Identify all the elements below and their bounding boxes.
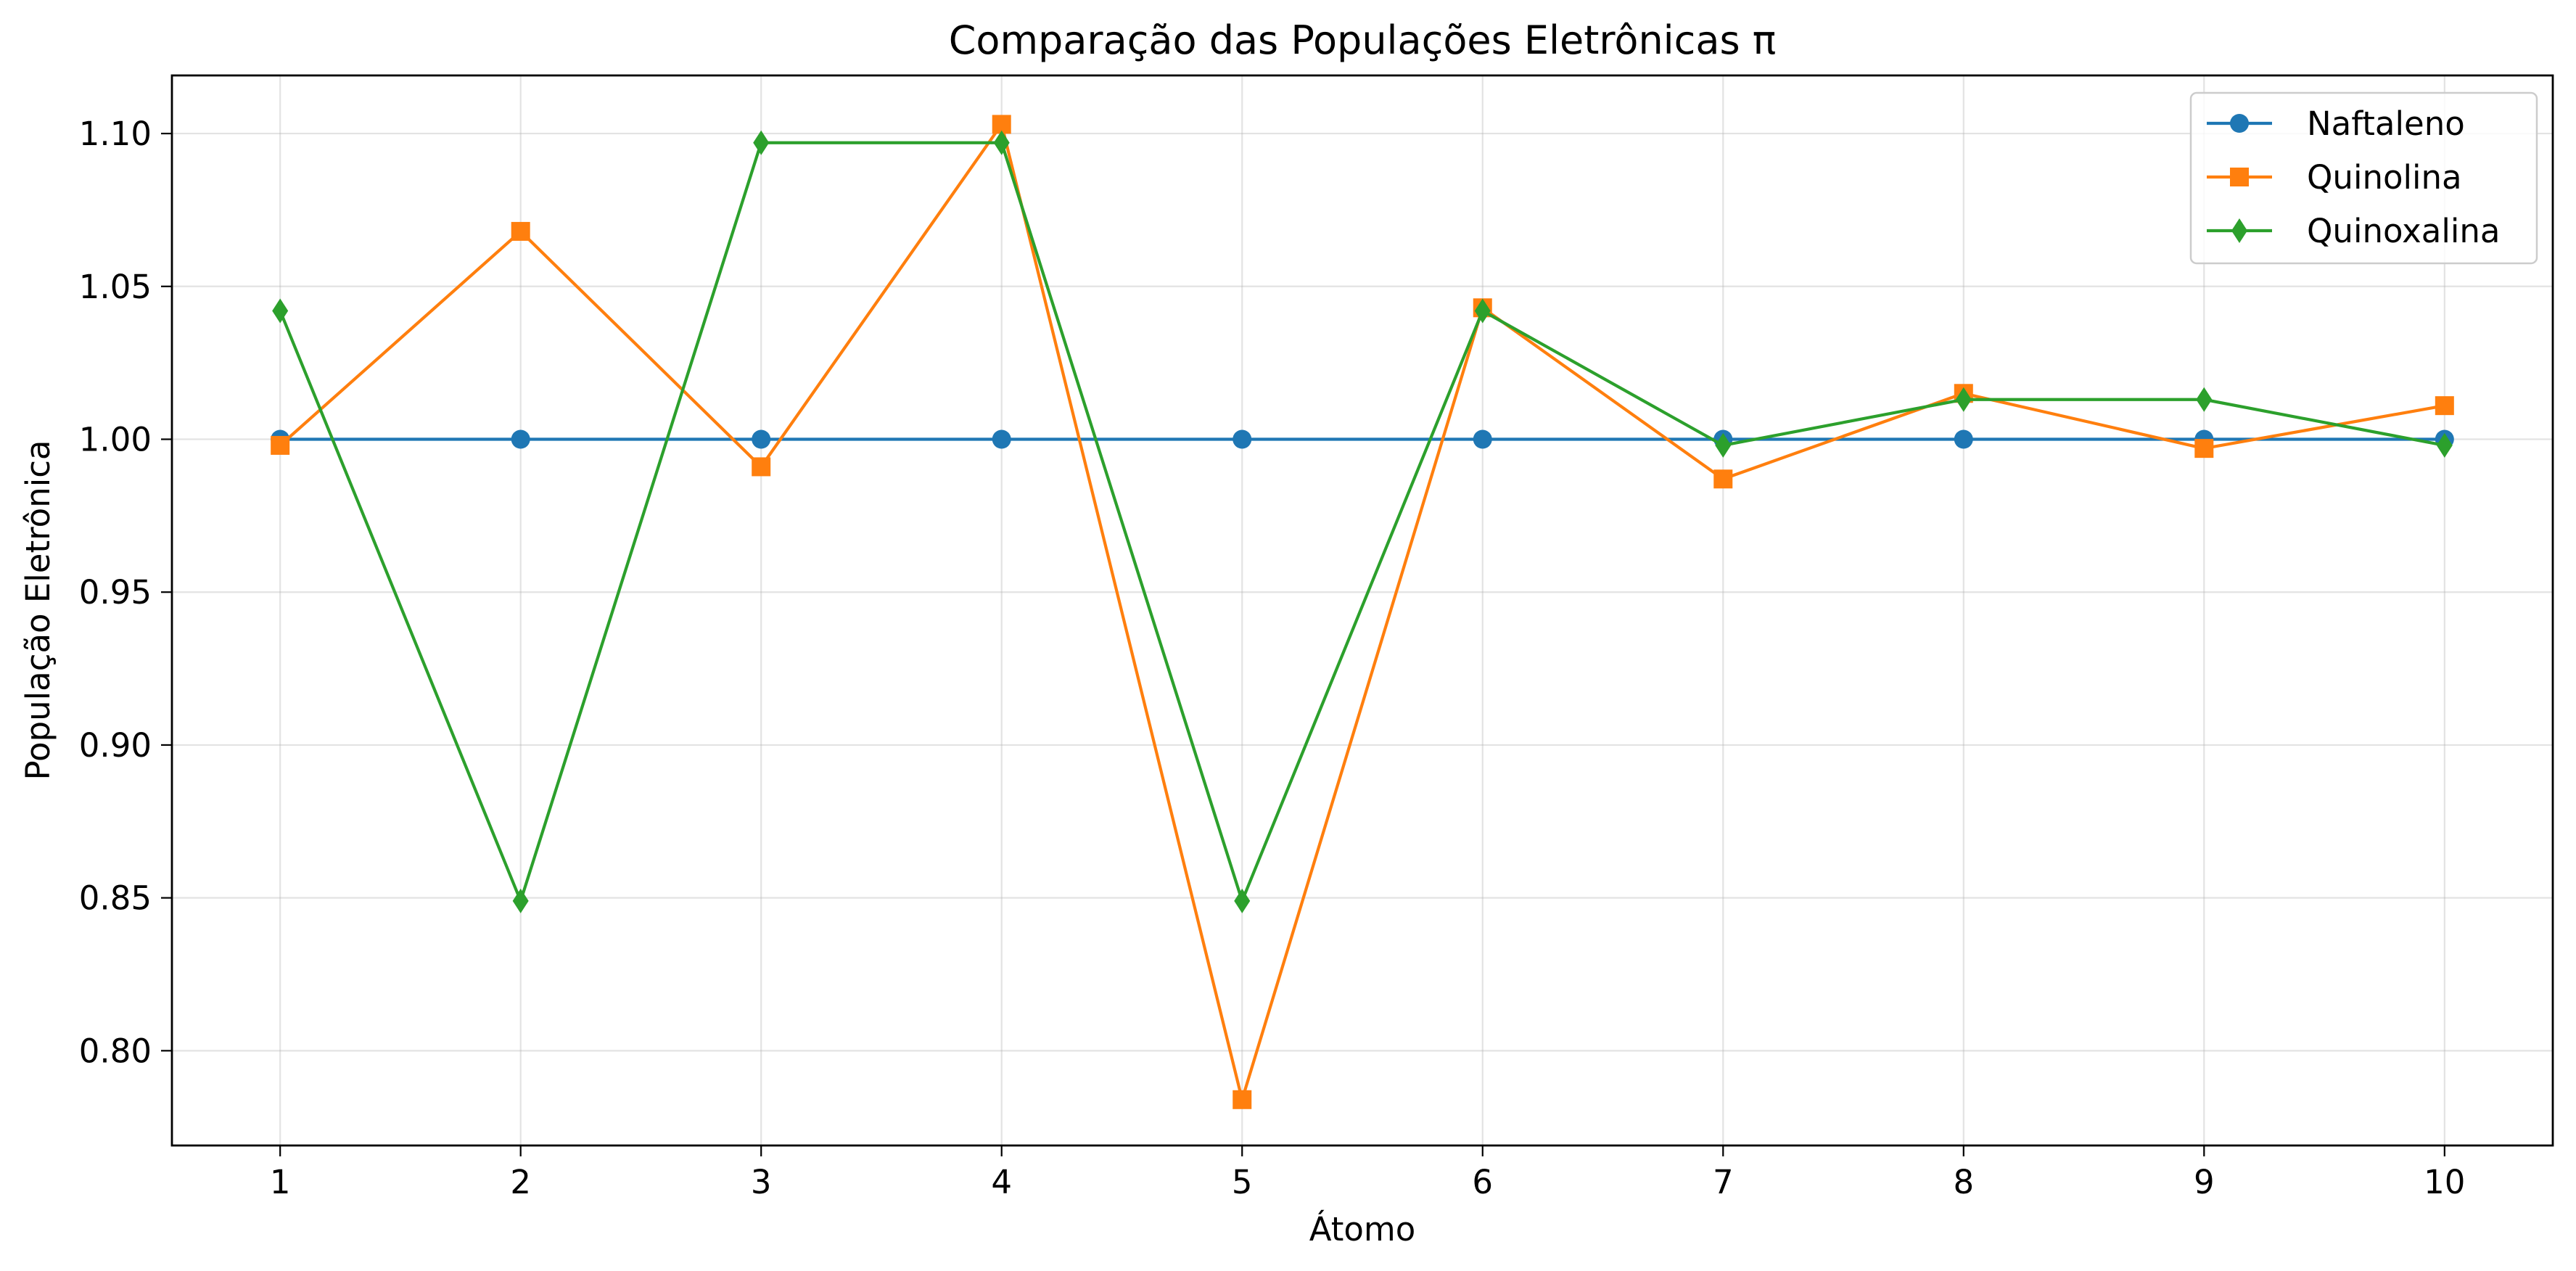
data-point-quinolina	[1233, 1090, 1252, 1109]
series-quinoxalina	[272, 130, 2453, 913]
data-point-quinoxalina	[1715, 432, 1732, 458]
data-point-quinoxalina	[993, 130, 1010, 155]
x-tick-label: 10	[2424, 1163, 2465, 1201]
data-point-quinolina	[271, 435, 290, 455]
plot-frame	[170, 74, 2554, 1147]
legend-marker	[2230, 114, 2249, 133]
x-tick-label: 7	[1713, 1163, 1734, 1201]
y-axis-label: População Eletrônica	[19, 440, 57, 780]
legend-entry-naftaleno: Naftaleno	[2207, 104, 2465, 143]
x-tick-label: 5	[1232, 1163, 1253, 1201]
y-tick-label: 1.05	[79, 268, 152, 306]
y-tick-label: 0.85	[79, 879, 152, 918]
data-point-quinoxalina	[753, 130, 770, 155]
x-tick-label: 1	[270, 1163, 291, 1201]
x-tick-label: 9	[2194, 1163, 2215, 1201]
legend-marker	[2230, 168, 2249, 186]
data-point-naftaleno	[992, 429, 1011, 449]
y-tick-label: 1.10	[79, 115, 152, 153]
y-tick-label: 0.95	[79, 573, 152, 612]
y-tick-label: 0.90	[79, 726, 152, 765]
legend-box	[2189, 91, 2538, 265]
legend-label: Quinolina	[2307, 158, 2462, 197]
y-tick-label: 0.80	[79, 1032, 152, 1070]
legend-entry-quinolina: Quinolina	[2207, 158, 2462, 197]
legend: Naftaleno Quinolina Quinoxalina	[2189, 91, 2538, 265]
x-tick-label: 2	[510, 1163, 531, 1201]
data-point-quinoxalina	[1955, 387, 1972, 412]
series-naftaleno	[271, 429, 2454, 449]
data-point-naftaleno	[1233, 429, 1252, 449]
x-tick-label: 3	[751, 1163, 772, 1201]
x-tick-label: 8	[1953, 1163, 1974, 1201]
y-tick-label: 1.00	[79, 421, 152, 459]
data-point-quinoxalina	[2196, 387, 2213, 412]
series-line-quinoxalina	[279, 141, 2445, 902]
data-point-quinoxalina	[1474, 298, 1491, 324]
x-axis: 1 2 3 4 5 6 7 8 9 10	[270, 1145, 2465, 1201]
series-line-quinolina	[279, 123, 2445, 1101]
data-point-quinolina	[1713, 469, 1733, 489]
legend-marker	[2231, 218, 2247, 243]
data-point-naftaleno	[1473, 429, 1492, 449]
chart-title: Comparação das Populações Eletrônicas π	[949, 17, 1777, 63]
series-layer	[271, 115, 2454, 1109]
data-point-quinoxalina	[2436, 432, 2453, 458]
data-point-naftaleno	[1954, 429, 1973, 449]
data-point-quinolina	[511, 221, 530, 241]
data-point-quinolina	[2194, 439, 2214, 458]
x-tick-label: 6	[1472, 1163, 1493, 1201]
data-point-quinoxalina	[1234, 888, 1251, 913]
data-point-quinoxalina	[272, 298, 289, 324]
legend-label: Quinoxalina	[2307, 212, 2500, 250]
grid	[172, 75, 2553, 1145]
data-point-quinolina	[752, 457, 771, 477]
data-point-quinoxalina	[512, 888, 529, 913]
x-axis-label: Átomo	[1309, 1210, 1416, 1249]
legend-entry-quinoxalina: Quinoxalina	[2207, 212, 2500, 250]
legend-label: Naftaleno	[2307, 104, 2465, 143]
y-axis: 0.80 0.85 0.90 0.95 1.00 1.05 1.10	[79, 115, 172, 1070]
data-point-quinolina	[2435, 396, 2454, 416]
x-tick-label: 4	[991, 1163, 1012, 1201]
data-point-naftaleno	[752, 429, 771, 449]
data-point-naftaleno	[511, 429, 530, 449]
series-quinolina	[271, 115, 2454, 1109]
